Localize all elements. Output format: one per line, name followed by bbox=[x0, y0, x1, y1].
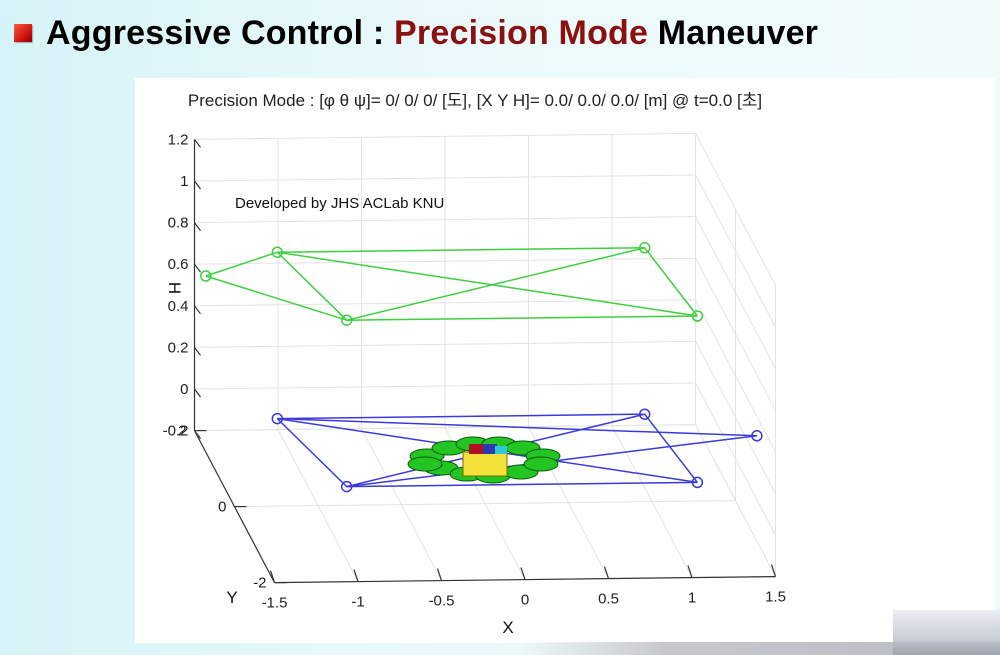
series-0-edge bbox=[277, 247, 645, 253]
series-1-marker bbox=[751, 430, 763, 442]
x-tick-label: 0.5 bbox=[598, 591, 619, 608]
z-axis-label: H bbox=[165, 282, 184, 294]
z-tick-label: 0.2 bbox=[168, 339, 189, 356]
x-axis-label: X bbox=[502, 618, 513, 637]
slide-title-text: Aggressive Control : Precision Mode Mane… bbox=[46, 14, 818, 53]
series-1-marker bbox=[271, 412, 284, 425]
series-0-edge bbox=[277, 251, 698, 317]
grid-line bbox=[194, 424, 696, 432]
grid-layer bbox=[194, 132, 776, 584]
series-1-edge bbox=[644, 413, 698, 483]
z-tick-mark bbox=[194, 263, 201, 273]
grid-line bbox=[194, 382, 696, 390]
plot-title: Precision Mode : [φ θ ψ]= 0/ 0/ 0/ [도], … bbox=[188, 91, 762, 110]
x-tick-label: 1 bbox=[688, 590, 696, 607]
vehicle-marker-blue bbox=[483, 444, 497, 454]
background-photo-corner bbox=[893, 610, 1000, 655]
x-tick-label: -1.5 bbox=[262, 595, 288, 612]
grid-line bbox=[695, 341, 776, 494]
series-1-edge bbox=[276, 418, 348, 488]
x-tick-mark bbox=[520, 567, 526, 580]
series-1-edge bbox=[277, 413, 645, 420]
x-tick-mark bbox=[436, 568, 443, 581]
title-prefix: Aggressive Control : bbox=[46, 13, 395, 52]
z-tick-mark bbox=[194, 305, 201, 315]
z-tick-label: 1 bbox=[180, 173, 188, 190]
grid-line bbox=[695, 133, 776, 286]
series-1-edge bbox=[346, 481, 698, 488]
z-tick-label: 0 bbox=[180, 381, 188, 398]
x-tick-label: -1 bbox=[351, 594, 364, 611]
x-tick-mark bbox=[603, 566, 610, 579]
grid-line bbox=[194, 174, 696, 182]
grid-line bbox=[234, 500, 736, 508]
title-bullet-icon bbox=[14, 24, 32, 42]
x-tick-mark bbox=[687, 565, 693, 578]
series-1-edge bbox=[277, 417, 757, 437]
series-0-marker bbox=[200, 270, 212, 282]
grid-line bbox=[194, 299, 696, 307]
grid-line bbox=[194, 340, 696, 348]
series-0-edge bbox=[346, 315, 698, 321]
x-tick-label: -0.5 bbox=[429, 593, 455, 610]
vehicle-marker-cyan bbox=[495, 446, 507, 454]
z-tick-mark bbox=[194, 139, 201, 148]
y-tick-label: -2 bbox=[253, 575, 266, 592]
y-tick-label: 0 bbox=[218, 499, 226, 516]
x-tick-mark bbox=[770, 564, 777, 577]
y-tick-label: 2 bbox=[178, 423, 186, 440]
x-tick-label: 1.5 bbox=[765, 589, 786, 606]
z-tick-label: 0.8 bbox=[168, 215, 189, 232]
grid-line bbox=[194, 216, 696, 224]
x-tick-mark bbox=[269, 570, 276, 583]
series-0-edge bbox=[644, 247, 698, 317]
x-tick-mark bbox=[353, 569, 359, 582]
grid-line bbox=[695, 382, 776, 536]
rotor-disc bbox=[407, 456, 443, 472]
series-0-marker bbox=[638, 242, 651, 254]
vehicle-marker-red bbox=[469, 444, 483, 454]
title-accent: Precision Mode bbox=[394, 13, 649, 52]
series-0-edge bbox=[346, 247, 645, 321]
vehicle-layer bbox=[407, 436, 561, 484]
background-strip bbox=[520, 642, 1000, 655]
z-tick-label: 0.6 bbox=[168, 256, 189, 273]
series-0-marker bbox=[271, 246, 284, 258]
z-tick-label: 1.2 bbox=[168, 131, 189, 148]
series-0-marker bbox=[340, 314, 353, 326]
grid-line bbox=[695, 216, 776, 369]
series-0-edge bbox=[205, 251, 278, 277]
y-axis-label: Y bbox=[226, 588, 237, 607]
z-tick-label: -0.2 bbox=[163, 423, 189, 440]
axes-layer: -0.2 0 0.2 0.4 0.6 0.8 1 1.2 -2 0 2 -1.5 -1 -0.5 0 0.5 1… bbox=[163, 131, 786, 611]
grid-line bbox=[194, 132, 696, 140]
plot-3d: -0.2 0 0.2 0.4 0.6 0.8 1 1.2 -2 0 2 -1.5 -1 -0.5 0 0.5 1… bbox=[163, 91, 786, 637]
plot-panel: -0.2 0 0.2 0.4 0.6 0.8 1 1.2 -2 0 2 -1.5 -1 -0.5 0 0.5 1… bbox=[135, 78, 995, 643]
grid-line bbox=[695, 257, 776, 411]
x-tick-label: 0 bbox=[521, 592, 529, 609]
series-0-edge bbox=[276, 251, 348, 321]
z-tick-mark bbox=[194, 222, 201, 231]
slide-title: Aggressive Control : Precision Mode Mane… bbox=[14, 10, 818, 56]
series-1-marker bbox=[691, 476, 704, 489]
series-1-marker bbox=[340, 480, 353, 493]
z-tick-mark bbox=[194, 430, 201, 439]
vehicle-body bbox=[462, 451, 508, 477]
z-tick-mark bbox=[194, 347, 201, 356]
grid-line bbox=[194, 257, 696, 265]
z-tick-mark bbox=[194, 180, 201, 190]
z-tick-mark bbox=[194, 388, 201, 398]
series-1-marker bbox=[638, 408, 651, 420]
developer-annotation: Developed by JHS ACLab KNU bbox=[235, 195, 444, 212]
grid-line bbox=[695, 174, 776, 328]
rotor-disc bbox=[523, 456, 559, 472]
series-0-marker bbox=[691, 310, 704, 322]
z-tick-label: 0.4 bbox=[168, 298, 189, 315]
grid-line bbox=[695, 299, 776, 453]
title-suffix: Maneuver bbox=[648, 13, 819, 52]
series-0-edge bbox=[205, 275, 347, 321]
